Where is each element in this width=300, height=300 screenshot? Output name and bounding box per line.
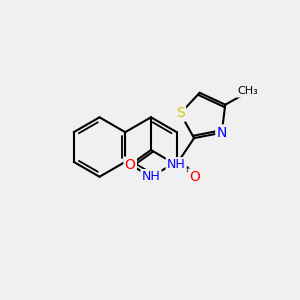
Text: O: O: [189, 170, 200, 184]
Text: O: O: [125, 158, 136, 172]
Text: NH: NH: [167, 158, 186, 171]
Text: S: S: [176, 106, 185, 120]
Text: N: N: [217, 126, 227, 140]
Text: CH₃: CH₃: [237, 86, 258, 97]
Text: NH: NH: [142, 170, 160, 183]
